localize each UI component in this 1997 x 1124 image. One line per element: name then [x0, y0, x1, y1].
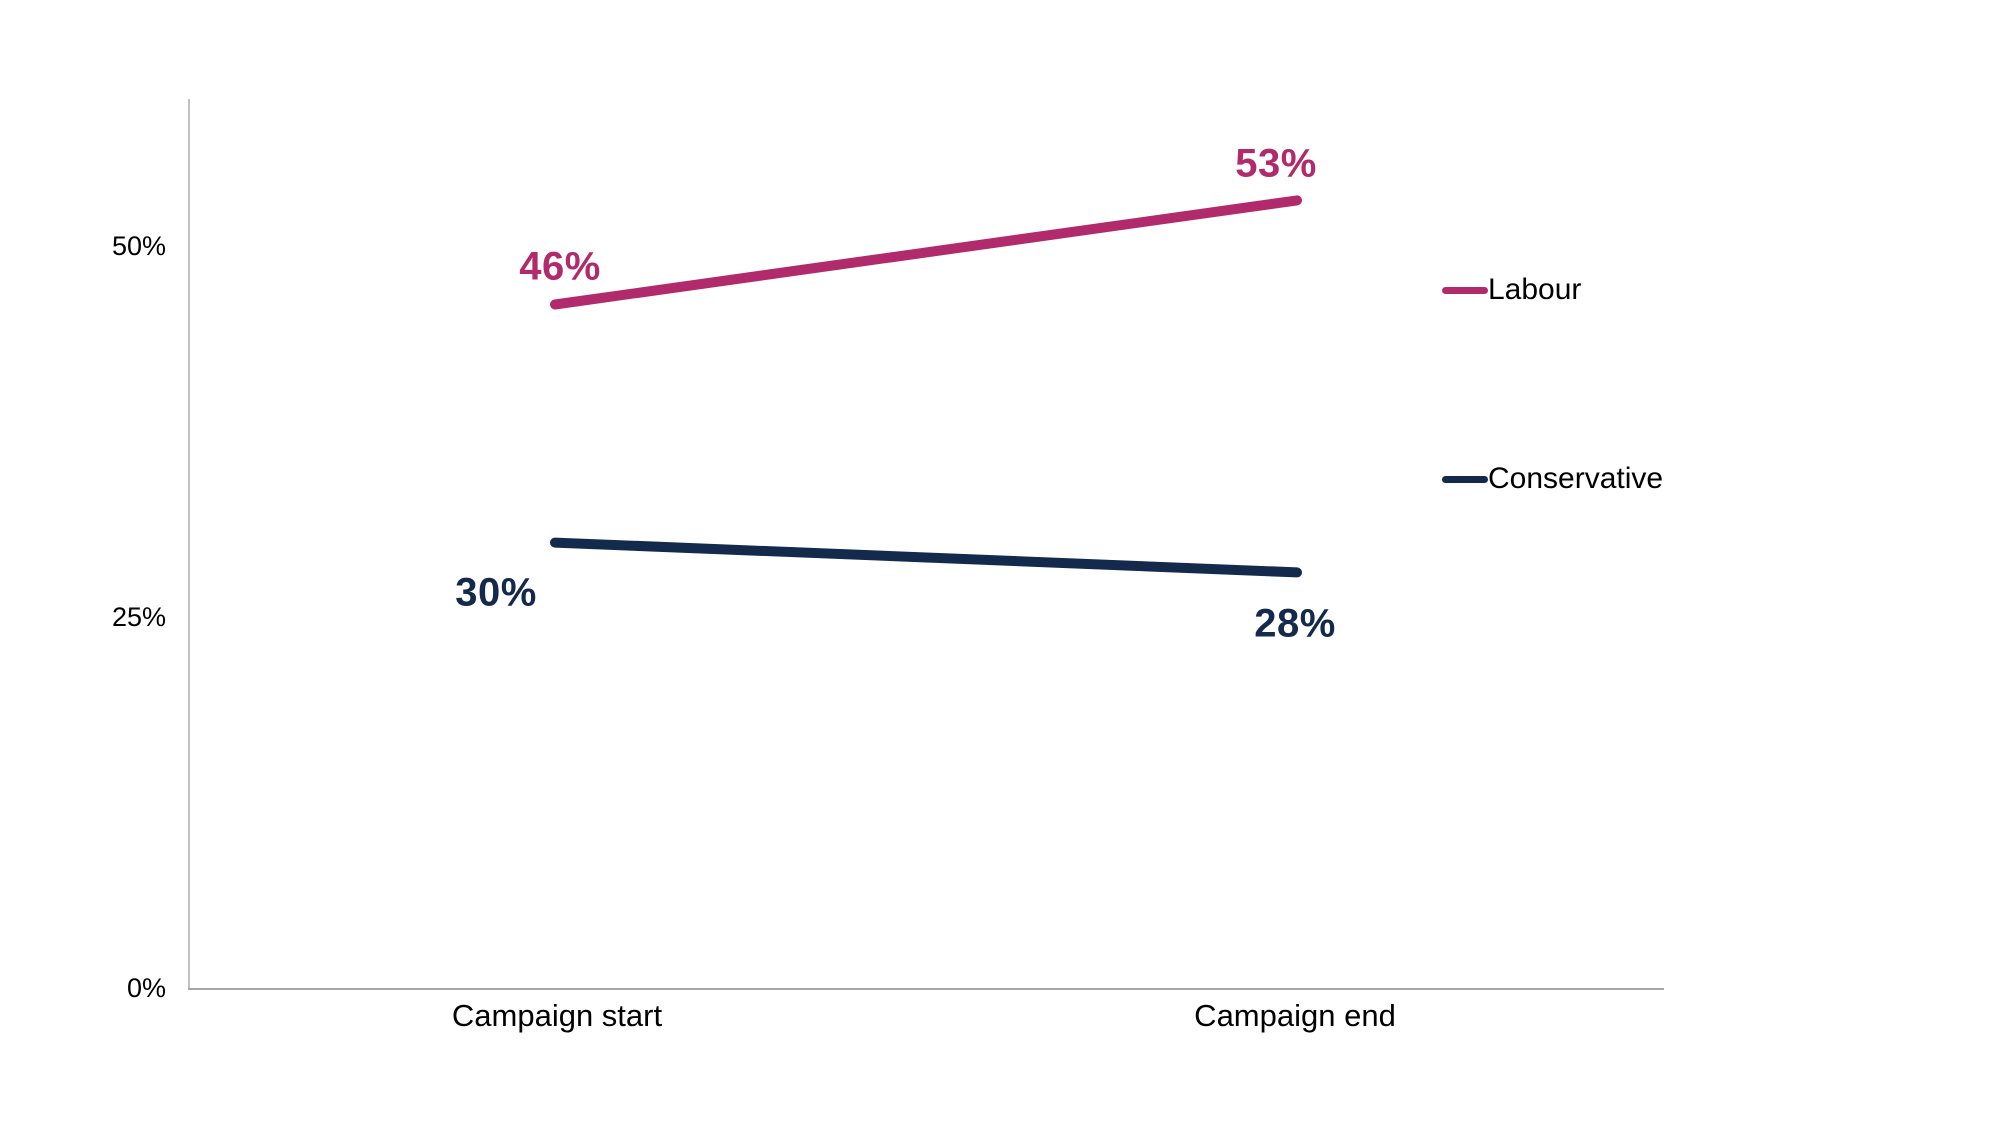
conservative-line-swatch-icon [1442, 475, 1488, 483]
legend-label-labour: Labour [1488, 273, 1582, 306]
x-axis-line [188, 988, 1664, 990]
labour-end-value-label: 53% [1235, 141, 1317, 186]
conservative-line [550, 537, 1302, 578]
y-tick-50: 50% [111, 231, 166, 261]
legend-item-labour: Labour [1442, 272, 1581, 308]
legend-item-conservative: Conservative [1442, 461, 1663, 497]
x-tick-campaign-end: Campaign end [1194, 998, 1396, 1033]
y-tick-25: 25% [111, 602, 166, 632]
conservative-end-value-label: 28% [1254, 601, 1336, 646]
conservative-start-value-label: 30% [455, 570, 537, 615]
labour-start-value-label: 46% [519, 244, 601, 288]
legend-label-conservative: Conservative [1488, 462, 1664, 495]
labour-line-swatch-icon [1442, 286, 1488, 294]
y-axis-line [188, 99, 190, 989]
x-tick-campaign-start: Campaign start [451, 998, 663, 1033]
labour-line [550, 195, 1302, 310]
y-tick-0: 0% [126, 973, 166, 1003]
